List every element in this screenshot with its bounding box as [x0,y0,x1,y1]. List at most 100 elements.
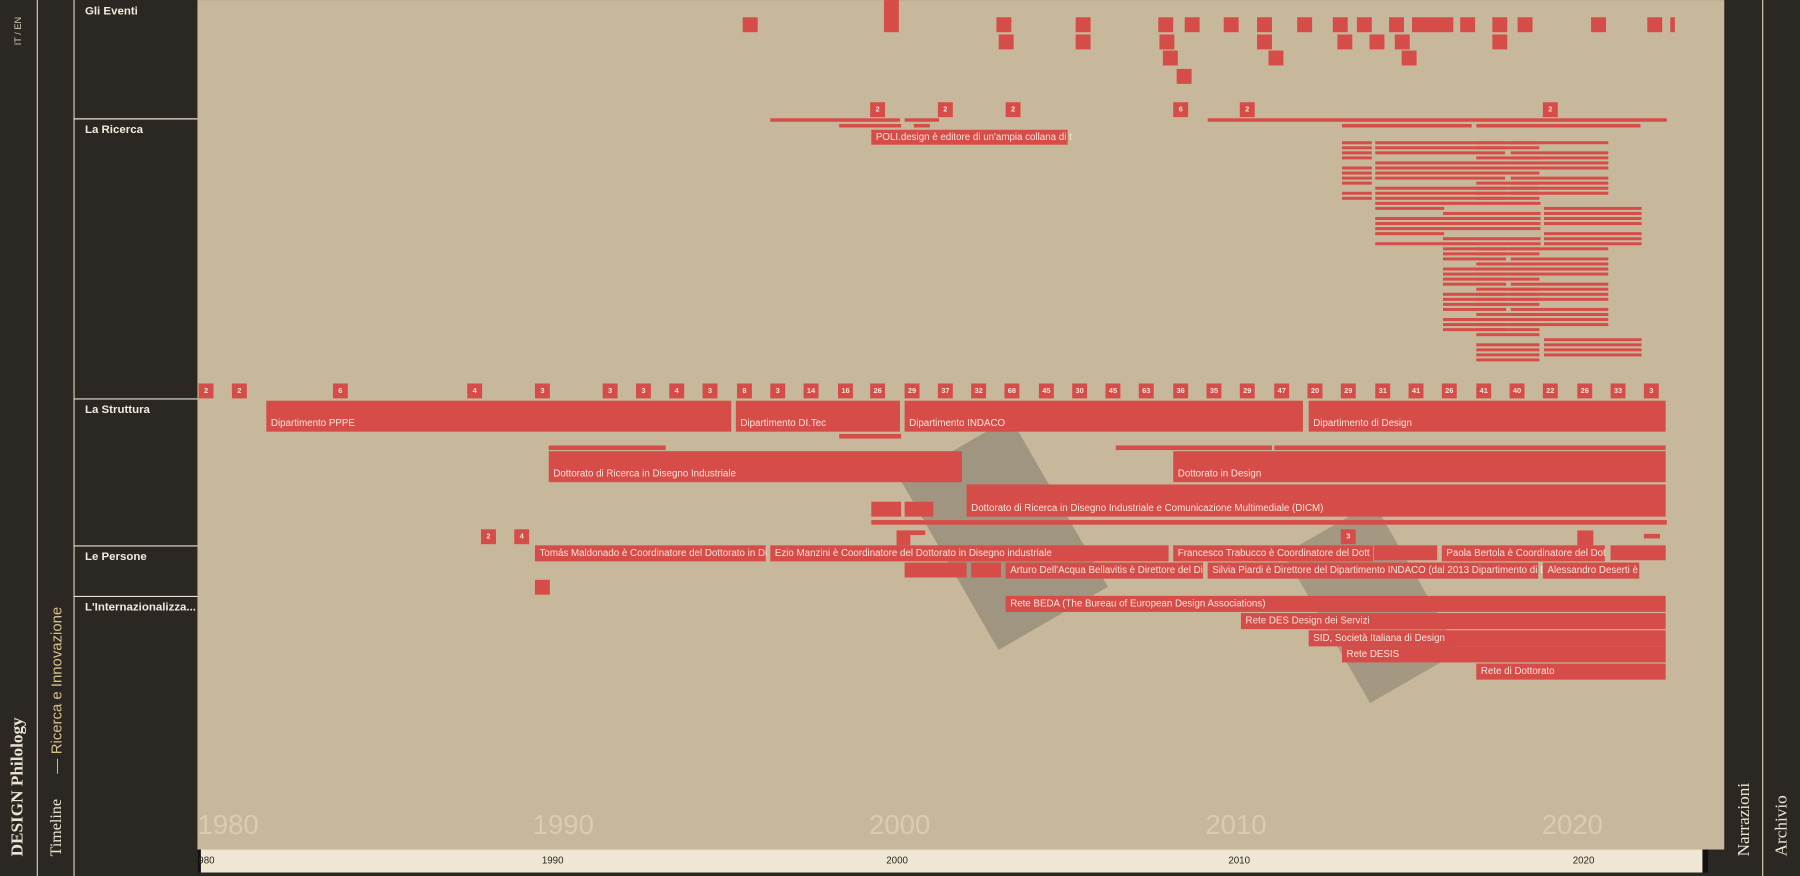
bar[interactable] [1240,613,1666,630]
event[interactable] [1401,50,1417,66]
badge[interactable] [1173,383,1189,399]
event[interactable] [1223,17,1239,33]
item[interactable] [904,501,934,517]
row-label[interactable]: La Ricerca [85,124,144,136]
badge[interactable] [1542,102,1558,118]
badge[interactable] [1206,383,1222,399]
nav-link[interactable]: Narrazioni [1734,783,1753,857]
badge[interactable] [1509,383,1525,399]
badge[interactable] [602,383,618,399]
event[interactable] [1268,50,1284,66]
badge[interactable] [971,383,987,399]
event[interactable] [883,0,899,33]
badge[interactable] [1239,383,1255,399]
event[interactable] [1075,17,1091,33]
event[interactable] [742,17,758,33]
badge[interactable] [1173,102,1189,118]
bar[interactable] [534,545,766,562]
item[interactable] [896,530,911,546]
badge[interactable] [231,383,247,399]
event[interactable] [1257,17,1272,33]
badge[interactable] [770,383,786,399]
badge[interactable] [1577,383,1593,399]
event[interactable] [1356,17,1372,33]
event[interactable] [1297,17,1313,33]
badge[interactable] [1476,383,1492,399]
badge[interactable] [635,383,651,399]
bar[interactable] [1308,630,1666,647]
badge[interactable] [1239,102,1255,118]
badge[interactable] [937,383,953,399]
item[interactable] [904,562,967,578]
bar[interactable] [1308,400,1666,432]
event[interactable] [1647,17,1663,33]
bar[interactable] [1173,545,1373,562]
event[interactable] [1460,17,1476,33]
badge[interactable] [1643,383,1659,399]
language-switch[interactable]: IT / EN [13,17,23,45]
badge[interactable] [838,383,853,399]
badge[interactable] [1274,383,1290,399]
bar[interactable] [1441,545,1605,562]
event[interactable] [1369,34,1385,50]
item[interactable] [871,501,902,517]
item[interactable] [1577,530,1594,546]
event[interactable] [1591,17,1606,33]
event[interactable] [1159,34,1175,50]
event[interactable] [1158,17,1174,33]
event[interactable] [1176,68,1192,84]
event[interactable] [1394,34,1410,50]
event[interactable] [1332,17,1348,33]
badge[interactable] [669,383,685,399]
badge[interactable] [1138,383,1154,399]
item[interactable] [534,579,550,595]
bar[interactable] [1542,562,1640,579]
badge[interactable] [803,383,819,399]
badge[interactable] [870,383,886,399]
event[interactable] [1670,17,1675,33]
badge[interactable] [1004,383,1020,399]
event[interactable] [1257,34,1272,50]
badge[interactable] [534,383,550,399]
ruler-handle[interactable] [197,849,201,873]
event[interactable] [998,34,1014,50]
event[interactable] [1075,34,1091,50]
badge[interactable] [1005,102,1021,118]
badge[interactable] [702,383,718,399]
badge[interactable] [1441,383,1457,399]
event[interactable] [1162,50,1178,66]
row-label[interactable]: Gli Eventi [85,6,138,18]
badge[interactable] [1072,383,1088,399]
bar[interactable] [1207,562,1539,579]
event[interactable] [1492,34,1508,50]
badge[interactable] [1340,529,1356,545]
row-label[interactable]: L'Internazionalizza... [85,601,196,613]
event[interactable] [1184,17,1200,33]
bar[interactable] [1005,595,1666,612]
bar[interactable] [1173,451,1666,483]
event[interactable] [996,17,1012,33]
item[interactable] [971,562,1002,578]
bar[interactable] [770,545,1169,562]
badge[interactable] [332,383,348,399]
badge[interactable] [904,383,920,399]
ruler[interactable] [197,849,1706,873]
event[interactable] [1337,34,1353,50]
bar[interactable] [548,451,962,483]
brand[interactable]: DESIGN Philology [7,717,26,856]
badge[interactable] [1375,383,1391,399]
badge[interactable] [480,529,496,545]
bar[interactable] [871,129,1068,145]
item[interactable] [1610,545,1666,561]
row-label[interactable]: Le Persone [85,551,147,563]
bar[interactable] [1341,646,1666,663]
badge[interactable] [1542,383,1558,399]
event[interactable] [1411,17,1454,33]
row-label[interactable]: La Struttura [85,404,151,416]
bar[interactable] [966,484,1666,517]
badge[interactable] [937,102,953,118]
bar[interactable] [1005,562,1204,579]
badge[interactable] [1610,383,1626,399]
ruler-handle[interactable] [1702,849,1709,873]
badge[interactable] [467,383,483,399]
